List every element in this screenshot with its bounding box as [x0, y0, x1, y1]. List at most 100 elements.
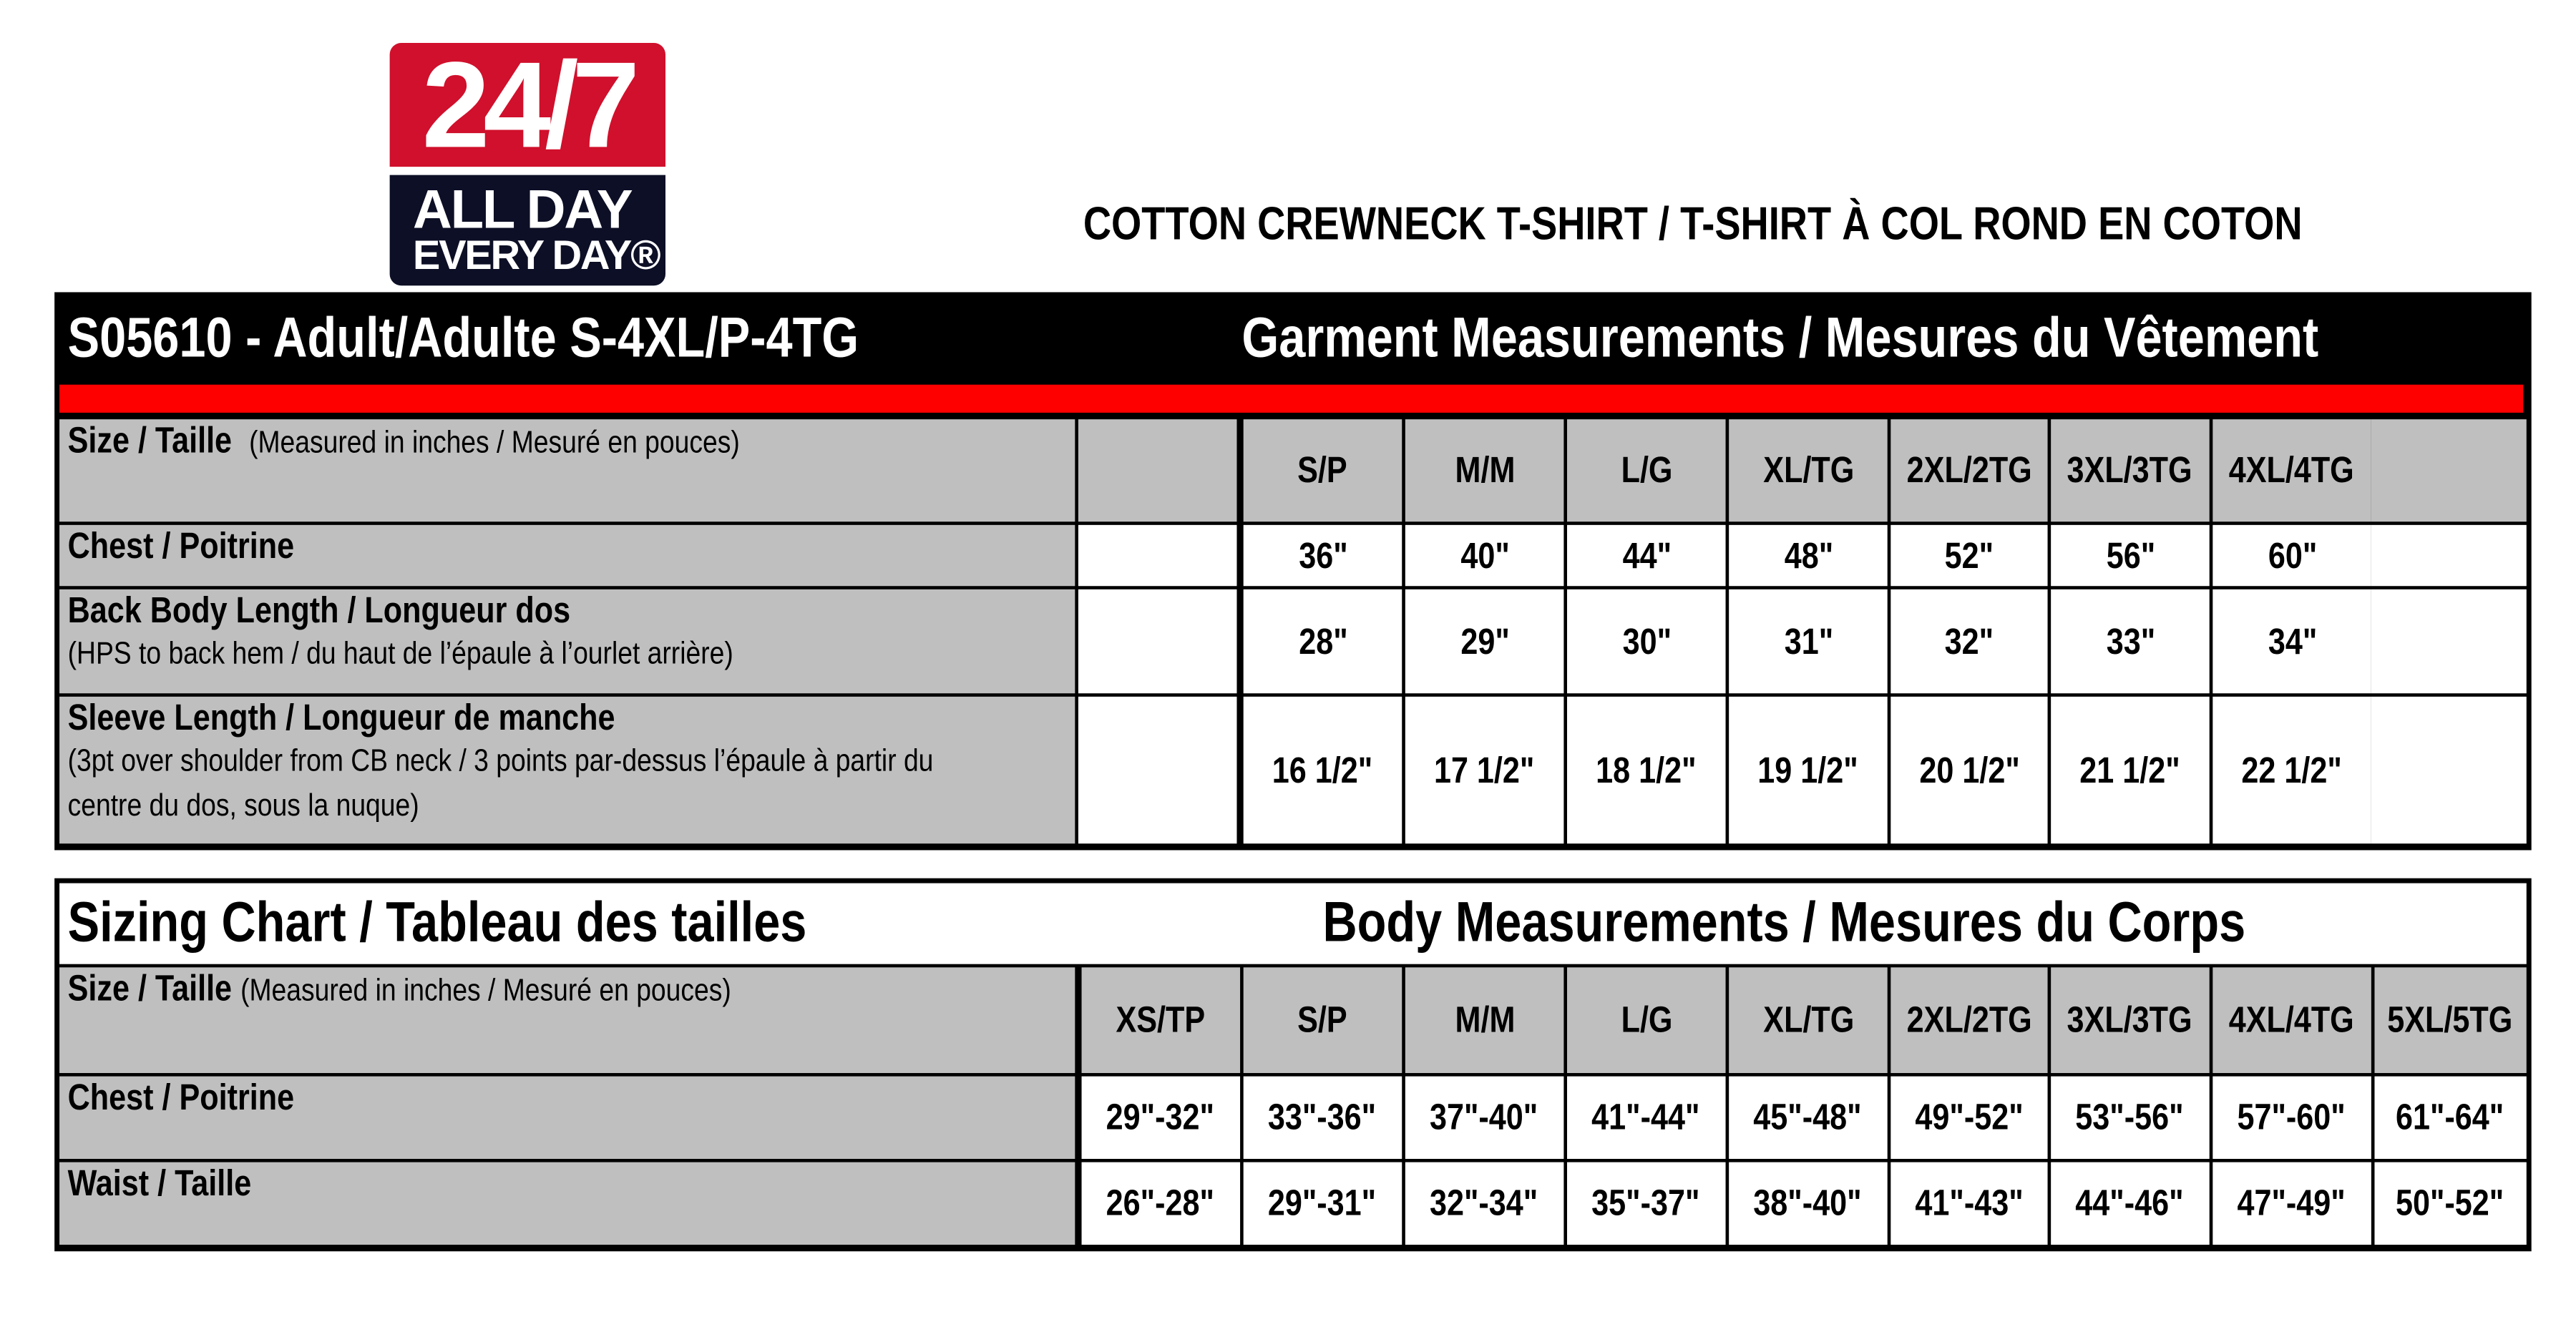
logo-24-7: 24/7: [389, 42, 666, 167]
spacer-cell: [2371, 589, 2527, 694]
row-label-cell: Sleeve Length / Longueur de manche (3pt o…: [59, 696, 1075, 844]
row-label: Chest / Poitrine: [67, 524, 295, 567]
measurement-value: 19 1/2": [1757, 748, 1859, 790]
spacer-cell: [2371, 696, 2527, 844]
size-header: L/G: [1620, 999, 1672, 1040]
measurement-value: 18 1/2": [1596, 748, 1697, 790]
size-label: Size / Taille: [67, 967, 233, 1009]
spacer-cell: [1078, 696, 1237, 844]
measurement-value: 29"-32": [1106, 1096, 1215, 1138]
measurement-value: 21 1/2": [2079, 748, 2181, 790]
value-cell: 29"-32": [1081, 1076, 1241, 1160]
size-header-cell: 5XL/5TG: [2374, 967, 2527, 1074]
measurement-value: 16 1/2": [1272, 748, 1373, 790]
value-cell: 50"-52": [2374, 1162, 2527, 1245]
value-cell: 38"-40": [1729, 1162, 1888, 1245]
document-title: COTTON CREWNECK T-SHIRT / T-SHIRT À COL …: [1083, 197, 2303, 250]
value-cell: 31": [1729, 589, 1888, 694]
garment-measurements-table: S05610 - Adult/Adulte S-4XL/P-4TG Garmen…: [54, 292, 2532, 851]
value-cell: 18 1/2": [1567, 696, 1726, 844]
size-note: (Measured in inches / Mesuré en pouces): [240, 974, 731, 1009]
value-cell: 44": [1567, 524, 1726, 587]
measurement-value: 38"-40": [1754, 1182, 1863, 1224]
size-header-cell: 3XL/3TG: [2051, 967, 2210, 1074]
sizing-chart-title: Sizing Chart / Tableau des tailles: [67, 891, 807, 954]
measurement-value: 29"-31": [1268, 1182, 1377, 1224]
size-header: 3XL/3TG: [2067, 999, 2193, 1040]
value-cell: 35"-37": [1567, 1162, 1726, 1245]
size-header: XL/TG: [1762, 449, 1854, 491]
size-header: 3XL/3TG: [2067, 449, 2193, 491]
size-header: 4XL/4TG: [2229, 449, 2355, 491]
measurement-value: 37"-40": [1430, 1096, 1539, 1138]
size-header: 5XL/5TG: [2388, 999, 2514, 1040]
row-label-cell: Waist / Taille: [59, 1162, 1075, 1245]
measurement-value: 22 1/2": [2241, 748, 2343, 790]
red-band: [59, 384, 2524, 413]
measurement-value: 50"-52": [2396, 1182, 2505, 1224]
size-note: (Measured in inches / Mesuré en pouces): [249, 426, 740, 461]
value-cell: 34": [2212, 589, 2371, 694]
value-cell: 53"-56": [2051, 1076, 2210, 1160]
size-header-cell: L/G: [1567, 419, 1726, 522]
value-cell: 30": [1567, 589, 1726, 694]
logo-every-day: EVERY DAY®: [412, 232, 661, 280]
row-note: (3pt over shoulder from CB neck / 3 poin…: [67, 744, 934, 824]
measurement-value: 32"-34": [1430, 1182, 1539, 1224]
measurement-value: 29": [1460, 619, 1509, 662]
size-header-cell: L/G: [1567, 967, 1726, 1074]
row-note: (HPS to back hem / du haut de l’épaule à…: [67, 637, 733, 672]
row-label: Back Body Length / Longueur dos: [67, 589, 571, 631]
measurement-value: 52": [1944, 534, 1994, 576]
measurement-value: 34": [2267, 619, 2317, 662]
row-label: Chest / Poitrine: [67, 1076, 295, 1118]
size-header-cell: XS/TP: [1081, 967, 1241, 1074]
value-cell: 48": [1729, 524, 1888, 587]
measurement-value: 30": [1621, 619, 1672, 662]
value-cell: 45"-48": [1729, 1076, 1888, 1160]
size-header: 2XL/2TG: [1906, 999, 2032, 1040]
measurement-value: 33": [2105, 619, 2155, 662]
measurement-value: 45"-48": [1754, 1096, 1863, 1138]
size-header-cell: 4XL/4TG: [2212, 419, 2371, 522]
value-cell: 47"-49": [2212, 1162, 2371, 1245]
value-cell: 22 1/2": [2212, 696, 2371, 844]
size-header: S/P: [1297, 999, 1348, 1040]
measurement-value: 31": [1783, 619, 1833, 662]
value-cell: 40": [1405, 524, 1564, 587]
row-label-cell: Chest / Poitrine: [59, 524, 1075, 587]
measurement-value: 48": [1783, 534, 1833, 576]
row-label-cell: Back Body Length / Longueur dos (HPS to b…: [59, 589, 1075, 694]
measurement-value: 32": [1944, 619, 1994, 662]
size-header: Size / Taille (Measured in inches / Mesu…: [68, 967, 731, 1010]
measurement-value: 41"-44": [1592, 1096, 1701, 1138]
spacer-cell: [1078, 419, 1237, 522]
value-cell: 16 1/2": [1243, 696, 1402, 844]
size-header: Size / Taille (Measured in inches / Mesu…: [68, 419, 740, 462]
value-cell: 21 1/2": [2051, 696, 2210, 844]
size-header: S/P: [1297, 449, 1348, 491]
measurement-value: 33"-36": [1268, 1096, 1377, 1138]
measurement-value: 47"-49": [2238, 1182, 2346, 1224]
size-header-cell: XL/TG: [1729, 967, 1888, 1074]
size-header: XL/TG: [1762, 999, 1854, 1040]
value-cell: 41"-44": [1567, 1076, 1726, 1160]
measurement-value: 61"-64": [2396, 1096, 2505, 1138]
size-header-cell: M/M: [1405, 967, 1564, 1074]
value-cell: 17 1/2": [1405, 696, 1564, 844]
value-cell: 36": [1243, 524, 1402, 587]
row-label: Sleeve Length / Longueur de manche: [67, 696, 615, 738]
value-cell: 19 1/2": [1729, 696, 1888, 844]
value-cell: 29": [1405, 589, 1564, 694]
value-cell: 33"-36": [1243, 1076, 1402, 1160]
value-cell: 49"-52": [1890, 1076, 2048, 1160]
size-header: 2XL/2TG: [1906, 449, 2032, 491]
measurement-value: 44"-46": [2076, 1182, 2185, 1224]
body-title-row: [59, 883, 2527, 964]
value-cell: 33": [2051, 589, 2210, 694]
spacer-cell: [1078, 589, 1237, 694]
size-header-cell: 2XL/2TG: [1890, 967, 2048, 1074]
value-cell: 56": [2051, 524, 2210, 587]
measurement-value: 35"-37": [1592, 1182, 1701, 1224]
